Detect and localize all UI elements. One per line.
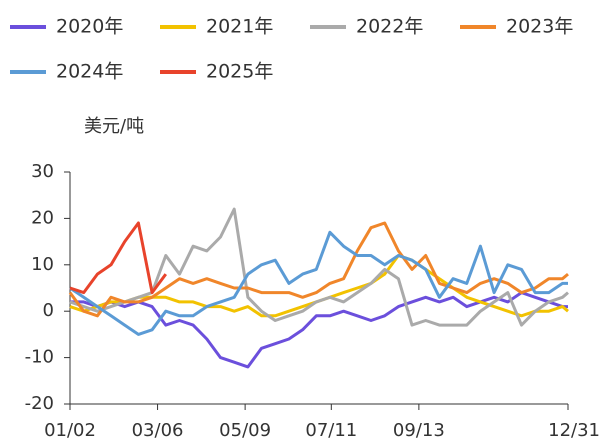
y-tick-label: 10 xyxy=(31,254,54,275)
y-tick-label: -10 xyxy=(25,347,54,368)
legend-label: 2023年 xyxy=(506,16,573,38)
y-axis-label: 美元/吨 xyxy=(84,116,144,137)
legend-label: 2024年 xyxy=(56,61,123,83)
y-tick-label: 30 xyxy=(31,161,54,182)
legend-label: 2021年 xyxy=(206,16,273,38)
x-tick-label: 09/13 xyxy=(393,420,445,441)
y-tick-label: -20 xyxy=(25,393,54,414)
legend-label: 2020年 xyxy=(56,16,123,38)
series-line xyxy=(69,230,568,336)
x-tick-label: 07/11 xyxy=(305,420,357,441)
legend-label: 2025年 xyxy=(206,61,273,83)
series-line xyxy=(68,221,569,318)
legend-label: 2022年 xyxy=(356,16,423,38)
series-line xyxy=(69,221,168,295)
x-tick-label: 05/09 xyxy=(219,420,271,441)
x-tick-label: 03/06 xyxy=(132,420,184,441)
series-line xyxy=(70,291,568,369)
y-tick-label: 20 xyxy=(31,207,54,228)
x-tick-label: 12/31 xyxy=(548,420,600,441)
series-line xyxy=(69,207,569,327)
y-tick-label: 0 xyxy=(43,300,54,321)
x-tick-label: 01/02 xyxy=(44,420,96,441)
